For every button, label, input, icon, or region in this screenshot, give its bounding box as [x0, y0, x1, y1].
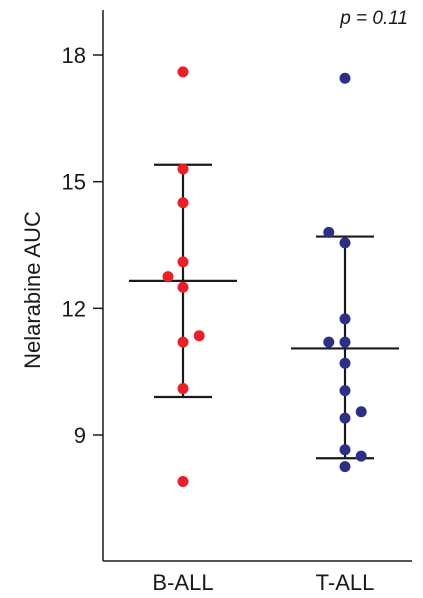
data-point	[339, 336, 351, 348]
p-value-annotation: p = 0.11	[339, 8, 408, 29]
data-point	[177, 281, 189, 293]
y-axis-title: Nelarabine AUC	[20, 211, 45, 369]
data-point	[177, 163, 189, 175]
y-tick-label: 9	[74, 423, 86, 448]
data-point	[339, 385, 351, 397]
data-point	[193, 330, 205, 342]
data-point	[323, 226, 335, 238]
axes	[102, 10, 412, 562]
data-point	[339, 412, 351, 424]
x-category-label: B-ALL	[152, 570, 213, 595]
y-tick-label: 18	[62, 43, 86, 68]
data-point	[162, 271, 174, 283]
data-point	[177, 336, 189, 348]
category-labels: B-ALL T-ALL	[152, 570, 374, 595]
y-tick-label: 15	[62, 170, 86, 195]
data-point	[339, 313, 351, 325]
data-point	[339, 461, 351, 473]
data-point	[339, 237, 351, 249]
data-point	[177, 383, 189, 395]
data-point	[323, 336, 335, 348]
data-point	[177, 475, 189, 487]
data-point	[355, 450, 367, 462]
data-points	[162, 66, 367, 487]
y-tick-label: 12	[62, 296, 86, 321]
data-point	[177, 197, 189, 209]
data-point	[177, 66, 189, 78]
x-category-label: T-ALL	[316, 570, 375, 595]
data-point	[339, 357, 351, 369]
y-ticks: 9 12 15 18	[62, 43, 103, 448]
data-point	[177, 256, 189, 268]
data-point	[339, 444, 351, 456]
data-point	[339, 72, 351, 84]
data-point	[355, 406, 367, 418]
